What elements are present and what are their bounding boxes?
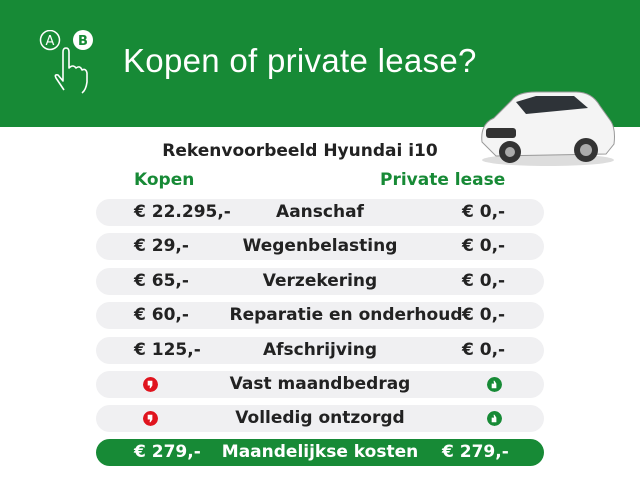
table-row: Wegenbelasting € 29,- € 0,- (96, 233, 544, 260)
ab-choice-hand-icon: A B (39, 30, 93, 94)
table-row: Reparatie en onderhoud € 60,- € 0,- (96, 302, 544, 329)
table-row: Aanschaf € 22.295,- € 0,- (96, 199, 544, 226)
svg-text:A: A (46, 34, 55, 49)
subtitle: Rekenvoorbeeld Hyundai i10 (162, 141, 438, 161)
svg-text:B: B (78, 34, 88, 49)
lease-value: € 0,- (462, 271, 506, 291)
lease-total: € 279,- (442, 442, 509, 462)
kopen-value: € 125,- (134, 340, 201, 360)
row-label: Afschrijving (262, 340, 378, 360)
lease-value: € 0,- (462, 305, 506, 325)
total-row: Maandelijkse kosten € 279,- € 279,- (96, 439, 544, 466)
table-row: Volledig ontzorgd (96, 405, 544, 432)
kopen-value: € 22.295,- (134, 202, 231, 222)
row-label: Verzekering (262, 271, 378, 291)
thumbs-up-icon (487, 411, 502, 426)
kopen-total: € 279,- (134, 442, 201, 462)
total-label: Maandelijkse kosten (221, 442, 419, 462)
row-label: Aanschaf (276, 202, 364, 222)
lease-value: € 0,- (462, 236, 506, 256)
table-row: Verzekering € 65,- € 0,- (96, 268, 544, 295)
column-header-kopen: Kopen (134, 170, 195, 190)
thumbs-up-icon (487, 377, 502, 392)
row-label: Reparatie en onderhoud (229, 305, 463, 325)
page-title: Kopen of private lease? (123, 42, 477, 79)
row-label: Wegenbelasting (242, 236, 398, 256)
kopen-value: € 60,- (134, 305, 189, 325)
thumbs-down-icon (143, 377, 158, 392)
kopen-value: € 65,- (134, 271, 189, 291)
thumbs-down-icon (143, 411, 158, 426)
lease-value: € 0,- (462, 340, 506, 360)
table-row: Afschrijving € 125,- € 0,- (96, 337, 544, 364)
car-image (481, 91, 615, 166)
column-header-private-lease: Private lease (380, 170, 506, 190)
row-label: Volledig ontzorgd (235, 408, 405, 428)
table-row: Vast maandbedrag (96, 371, 544, 398)
kopen-value: € 29,- (134, 236, 189, 256)
lease-value: € 0,- (462, 202, 506, 222)
row-label: Vast maandbedrag (229, 374, 411, 394)
